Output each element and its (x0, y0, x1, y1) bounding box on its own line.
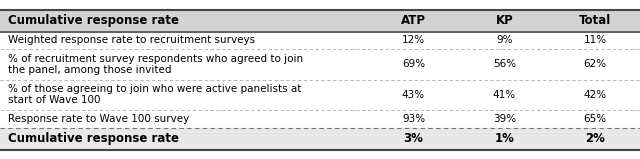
Text: 93%: 93% (402, 114, 425, 124)
Bar (0, 80, 640, 110)
Bar (0, 31, 640, 49)
Text: 2%: 2% (585, 132, 605, 145)
Text: 1%: 1% (494, 132, 515, 145)
Text: KP: KP (495, 14, 513, 27)
Text: Weighted response rate to recruitment surveys: Weighted response rate to recruitment su… (8, 35, 255, 45)
Text: 11%: 11% (583, 35, 607, 45)
Text: Cumulative response rate: Cumulative response rate (8, 14, 179, 27)
Text: 9%: 9% (496, 35, 513, 45)
Text: 39%: 39% (493, 114, 516, 124)
Text: 42%: 42% (583, 90, 607, 100)
Text: % of recruitment survey respondents who agreed to join
the panel, among those in: % of recruitment survey respondents who … (8, 54, 303, 75)
Text: Total: Total (579, 14, 611, 27)
Text: 69%: 69% (402, 59, 425, 69)
Text: Cumulative response rate: Cumulative response rate (8, 132, 179, 145)
Text: 12%: 12% (402, 35, 425, 45)
Text: 56%: 56% (493, 59, 516, 69)
Text: ATP: ATP (401, 14, 426, 27)
Bar (0, 110, 640, 128)
Text: 62%: 62% (583, 59, 607, 69)
Text: Response rate to Wave 100 survey: Response rate to Wave 100 survey (8, 114, 189, 124)
Text: 3%: 3% (403, 132, 424, 145)
Text: % of those agreeing to join who were active panelists at
start of Wave 100: % of those agreeing to join who were act… (8, 84, 301, 105)
Text: 65%: 65% (583, 114, 607, 124)
Bar (0, 10, 640, 31)
Text: 41%: 41% (493, 90, 516, 100)
Bar (0, 128, 640, 149)
Text: 43%: 43% (402, 90, 425, 100)
Bar (0, 49, 640, 80)
